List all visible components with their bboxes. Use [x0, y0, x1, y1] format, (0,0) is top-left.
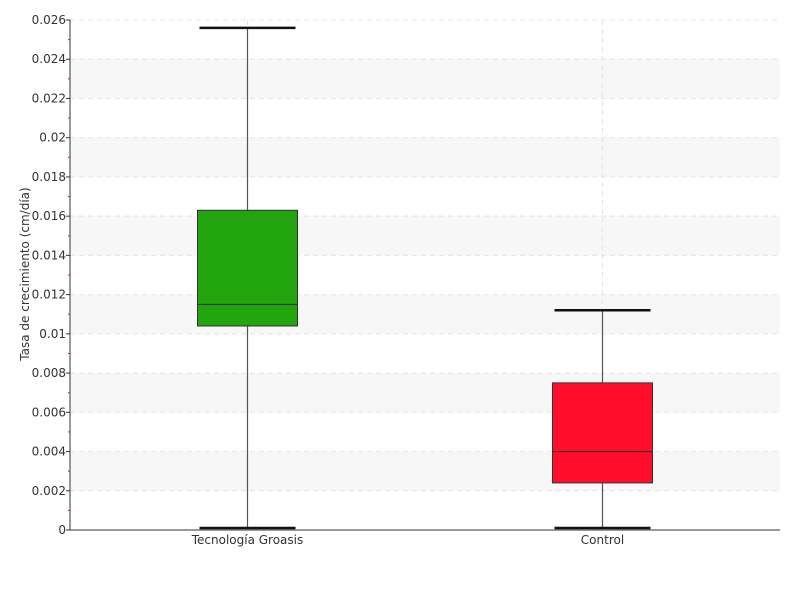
- box-iqr: [197, 209, 298, 327]
- y-tick-label: 0.006: [32, 405, 66, 419]
- grid-band: [70, 137, 780, 177]
- grid-band: [70, 373, 780, 413]
- y-tick-label: 0: [58, 523, 66, 537]
- y-tick-label: 0.004: [32, 445, 66, 459]
- y-tick-label: 0.008: [32, 366, 66, 380]
- x-category-label: Tecnología Groasis: [191, 533, 304, 547]
- y-tick-label: 0.012: [32, 288, 66, 302]
- y-axis-ticks: 0 0.002 0.004 0.006 0.008 0.01 0.012 0.014 0.016…: [32, 13, 70, 537]
- y-tick-label: 0.024: [32, 52, 66, 66]
- box-tecnologia-groasis: [197, 26, 298, 530]
- x-category-label: Control: [581, 533, 624, 547]
- y-tick-label: 0.02: [39, 131, 66, 145]
- boxes: [197, 26, 653, 530]
- y-tick-label: 0.002: [32, 484, 66, 498]
- y-tick-label: 0.016: [32, 209, 66, 223]
- box-control: [552, 309, 653, 530]
- box-iqr: [552, 382, 653, 484]
- grid-bands: [70, 59, 780, 491]
- y-tick-label: 0.018: [32, 170, 66, 184]
- y-tick-label: 0.022: [32, 91, 66, 105]
- grid-lines: [70, 19, 780, 530]
- y-tick-label: 0.01: [39, 327, 66, 341]
- grid-band: [70, 451, 780, 491]
- grid-band: [70, 216, 780, 256]
- x-axis-labels: Tecnología Groasis Control: [191, 533, 624, 547]
- grid-band: [70, 59, 780, 99]
- y-tick-label: 0.026: [32, 13, 66, 27]
- y-tick-label: 0.014: [32, 248, 66, 262]
- grid-band: [70, 294, 780, 334]
- y-axis-label: Tasa de crecimiento (cm/día): [18, 187, 32, 361]
